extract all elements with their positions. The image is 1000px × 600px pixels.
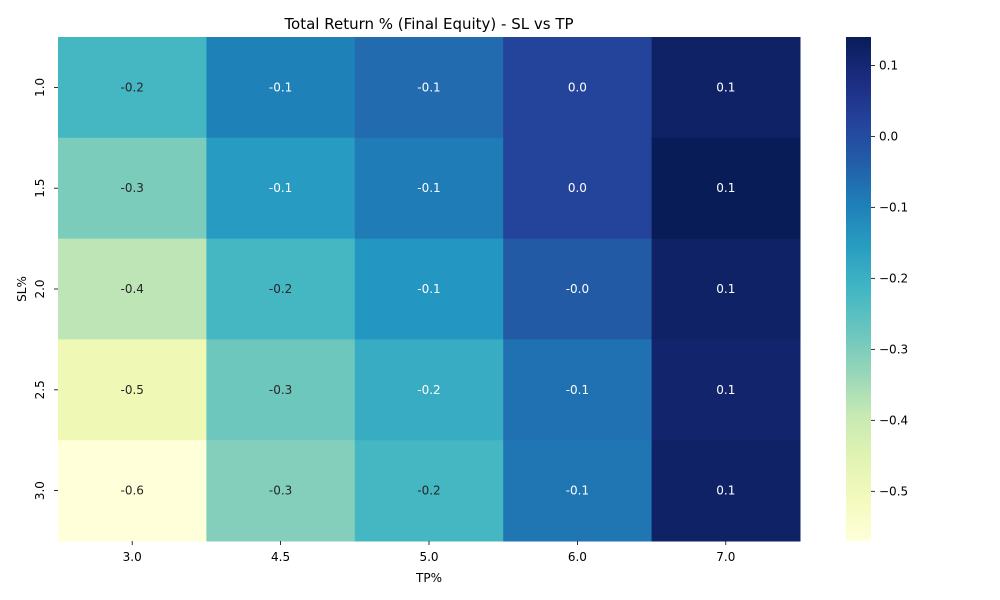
heatmap-cell (206, 37, 356, 139)
cell-value-label: -0.6 (120, 484, 143, 498)
cell-value-label: -0.2 (269, 282, 292, 296)
heatmap-cell (651, 238, 801, 340)
heatmap-cell (354, 339, 504, 441)
colorbar: 0.1 0.0 −0.1 −0.2 −0.3 −0.4 −0.5 (846, 37, 908, 541)
cell-value-label: -0.3 (269, 383, 292, 397)
heatmap-cell (354, 137, 504, 240)
cell-value-label: 0.1 (716, 181, 735, 195)
cell-value-label: -0.1 (566, 484, 589, 498)
cell-value-label: -0.2 (417, 383, 440, 397)
x-tick-label: 7.0 (716, 550, 735, 564)
heatmap-cell (354, 238, 504, 340)
cell-value-label: -0.1 (269, 181, 292, 195)
x-tick-label: 3.0 (123, 550, 142, 564)
heatmap-cell (503, 37, 653, 139)
heatmap-cell (503, 137, 653, 240)
y-tick-label: 2.5 (33, 380, 47, 399)
heatmap-cell (58, 137, 207, 240)
colorbar-tick-label: 0.0 (879, 129, 898, 143)
cell-value-label: -0.4 (120, 282, 143, 296)
heatmap-cell (206, 238, 356, 340)
heatmap-cell (58, 238, 207, 340)
cell-value-label: -0.3 (269, 484, 292, 498)
colorbar-tick-label: −0.4 (879, 413, 908, 427)
heatmap-cell (354, 37, 504, 139)
colorbar-tick-label: −0.3 (879, 342, 908, 356)
cell-value-label: -0.0 (566, 282, 589, 296)
heatmap-cell (206, 137, 356, 240)
heatmap-cell (206, 440, 356, 542)
y-tick-label: 2.0 (33, 279, 47, 298)
colorbar-tick-label: −0.2 (879, 271, 908, 285)
y-tick-label: 3.0 (33, 481, 47, 500)
x-tick-label: 5.0 (419, 550, 438, 564)
y-axis-label: SL% (15, 276, 29, 302)
x-axis-ticks: 3.0 4.5 5.0 6.0 7.0 (123, 541, 735, 564)
heatmap-cell (58, 37, 207, 139)
cell-value-label: 0.0 (568, 80, 587, 94)
colorbar-tick-label: −0.1 (879, 200, 908, 214)
cell-value-label: 0.0 (568, 181, 587, 195)
heatmap-cell (503, 339, 653, 441)
heatmap-cell (354, 440, 504, 542)
heatmap-cell (58, 440, 207, 542)
heatmap-cell (58, 339, 207, 441)
colorbar-tick-label: −0.5 (879, 484, 908, 498)
heatmap-cell (503, 440, 653, 542)
heatmap-cells: -0.2 -0.1 -0.1 0.0 0.1 -0.3 -0.1 -0.1 0.0 0.1 -0.4… (58, 37, 801, 542)
y-tick-label: 1.5 (33, 179, 47, 198)
heatmap-cell (651, 440, 801, 542)
colorbar-gradient (846, 37, 871, 541)
x-tick-label: 6.0 (568, 550, 587, 564)
cell-value-label: -0.2 (417, 484, 440, 498)
colorbar-ticks: 0.1 0.0 −0.1 −0.2 −0.3 −0.4 −0.5 (871, 58, 908, 498)
cell-value-label: 0.1 (716, 383, 735, 397)
y-tick-label: 1.0 (33, 78, 47, 97)
heatmap-cell (503, 238, 653, 340)
colorbar-tick-label: 0.1 (879, 58, 898, 72)
x-axis-label: TP% (415, 571, 442, 585)
heatmap-cell (651, 37, 801, 139)
heatmap-cell (206, 339, 356, 441)
cell-value-label: -0.1 (269, 80, 292, 94)
chart-title: Total Return % (Final Equity) - SL vs TP (283, 15, 573, 33)
x-tick-label: 4.5 (271, 550, 290, 564)
heatmap-cell (651, 137, 801, 240)
cell-value-label: 0.1 (716, 80, 735, 94)
heatmap-cell (651, 339, 801, 441)
cell-value-label: -0.1 (417, 282, 440, 296)
y-axis-ticks: 1.0 1.5 2.0 2.5 3.0 (33, 78, 58, 500)
cell-value-label: -0.2 (120, 80, 143, 94)
cell-value-label: -0.1 (417, 181, 440, 195)
cell-value-label: -0.5 (120, 383, 143, 397)
cell-value-label: -0.3 (120, 181, 143, 195)
cell-value-label: -0.1 (417, 80, 440, 94)
cell-value-label: 0.1 (716, 282, 735, 296)
cell-value-label: -0.1 (566, 383, 589, 397)
cell-value-label: 0.1 (716, 484, 735, 498)
